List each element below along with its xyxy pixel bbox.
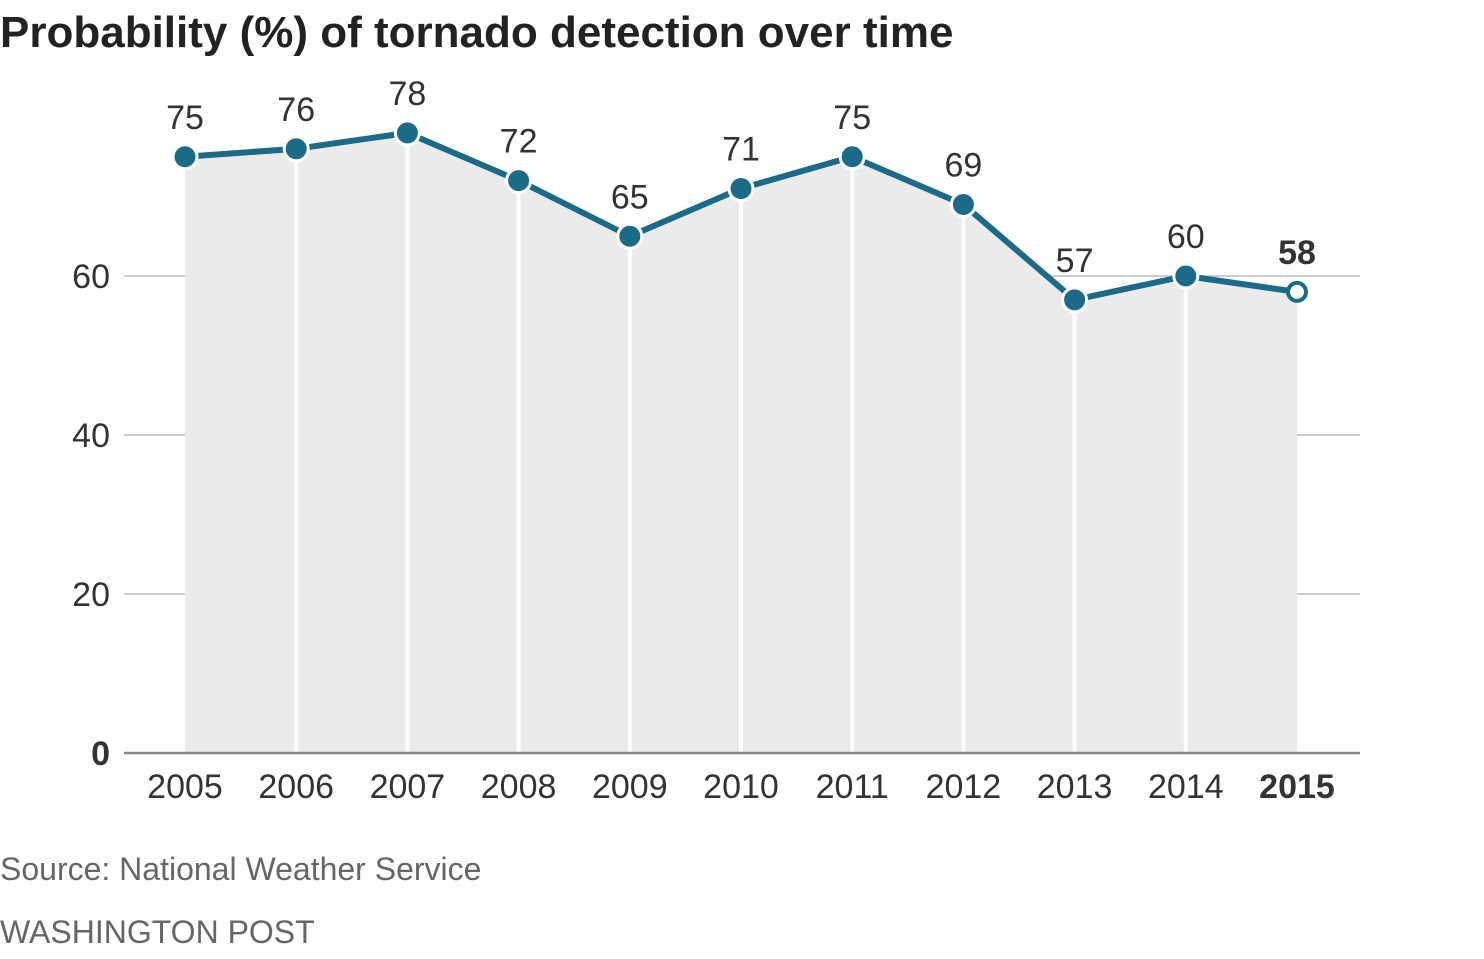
data-point — [1286, 280, 1308, 303]
data-label: 65 — [611, 178, 649, 216]
data-point — [727, 175, 755, 203]
x-tick-label: 2008 — [481, 768, 557, 806]
data-label: 78 — [388, 75, 426, 113]
data-point — [1172, 262, 1200, 290]
data-point — [505, 167, 533, 195]
data-label: 69 — [944, 146, 982, 184]
data-point — [282, 135, 310, 163]
line-chart: 0 20 40 60 2005 2006 2007 2008 2009 2010 2011 2012… — [72, 75, 1360, 806]
data-points — [171, 119, 1308, 314]
data-label: 75 — [833, 99, 871, 137]
data-label: 57 — [1056, 242, 1094, 280]
x-tick-label: 2005 — [147, 768, 223, 806]
y-tick-label: 20 — [72, 576, 110, 614]
chart-title: Probability (%) of tornado detection ove… — [0, 8, 954, 57]
data-label: 58 — [1278, 234, 1316, 272]
data-point — [171, 143, 199, 171]
x-tick-label: 2010 — [703, 768, 779, 806]
data-point — [838, 143, 866, 171]
y-tick-label: 40 — [72, 417, 110, 455]
x-tick-label: 2006 — [258, 768, 334, 806]
x-tick-label: 2009 — [592, 768, 668, 806]
data-point — [616, 222, 644, 250]
data-point — [949, 190, 977, 218]
x-tick-label: 2014 — [1148, 768, 1224, 806]
x-tick-label: 2007 — [370, 768, 446, 806]
y-tick-label: 60 — [72, 258, 110, 296]
data-label: 72 — [500, 123, 538, 161]
data-point — [1061, 286, 1089, 314]
x-tick-label: 2013 — [1037, 768, 1113, 806]
y-axis-ticks: 0 20 40 60 — [72, 258, 110, 773]
y-tick-label: 0 — [91, 735, 110, 773]
data-label: 76 — [277, 91, 315, 129]
x-tick-label: 2012 — [926, 768, 1002, 806]
publisher-credit: WASHINGTON POST — [0, 914, 315, 950]
data-label: 71 — [722, 131, 760, 169]
data-label: 75 — [166, 99, 204, 137]
x-tick-label: 2011 — [816, 768, 889, 806]
data-label: 60 — [1167, 218, 1205, 256]
x-axis-ticks: 2005 2006 2007 2008 2009 2010 2011 2012 2013 2014… — [147, 768, 1335, 806]
data-labels: 75 76 78 72 65 71 75 69 57 60 58 — [166, 75, 1316, 280]
data-point — [393, 119, 421, 147]
year-dividers — [294, 132, 1188, 753]
x-tick-label: 2015 — [1259, 768, 1335, 806]
source-note: Source: National Weather Service — [0, 851, 482, 887]
